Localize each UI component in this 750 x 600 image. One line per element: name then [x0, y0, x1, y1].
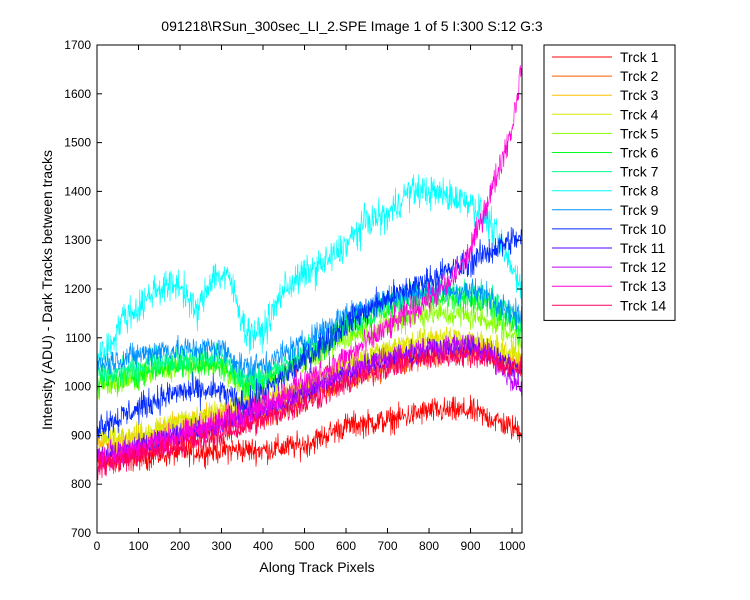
y-tick-label: 1500 [64, 136, 91, 150]
x-tick-label: 900 [461, 539, 481, 553]
x-tick-label: 200 [170, 539, 190, 553]
legend-label: Trck 8 [620, 183, 659, 199]
y-tick-label: 700 [71, 526, 91, 540]
x-tick-label: 0 [94, 539, 101, 553]
x-tick-label: 700 [378, 539, 398, 553]
x-tick-label: 800 [419, 539, 439, 553]
legend-label: Trck 1 [620, 49, 659, 65]
legend-label: Trck 6 [620, 145, 659, 161]
x-tick-label: 100 [128, 539, 148, 553]
y-tick-label: 900 [71, 428, 91, 442]
x-tick-label: 500 [295, 539, 315, 553]
series-line-14 [96, 342, 523, 481]
y-tick-label: 1400 [64, 184, 91, 198]
legend: Trck 1 Trck 2 Trck 3 Trck 4 Trck 5 Trck 6 Trck… [543, 44, 676, 321]
legend-label: Trck 11 [620, 240, 665, 256]
series-line-10 [96, 226, 523, 439]
axis-ticks: 0 100 200 300 400 500 600 700 800 900 1000 700 800 90… [64, 38, 525, 553]
legend-label: Trck 9 [620, 202, 659, 218]
legend-label: Trck 7 [620, 164, 659, 180]
x-axis-label: Along Track Pixels [259, 559, 374, 575]
y-tick-label: 1100 [65, 331, 91, 345]
legend-label: Trck 5 [620, 125, 659, 141]
series-line-9 [96, 273, 523, 383]
legend-label: Trck 2 [620, 68, 659, 84]
legend-label: Trck 3 [620, 87, 659, 103]
y-tick-label: 1700 [64, 38, 91, 52]
y-tick-label: 800 [71, 477, 91, 491]
series-layer [96, 65, 523, 481]
x-tick-label: 400 [253, 539, 273, 553]
y-tick-label: 1200 [64, 282, 91, 296]
legend-label: Trck 12 [620, 259, 666, 275]
legend-label: Trck 10 [620, 221, 666, 237]
legend-label: Trck 4 [620, 106, 659, 122]
x-tick-label: 1000 [499, 539, 526, 553]
legend-label: Trck 14 [620, 297, 666, 313]
y-axis-label: Intensity (ADU) - Dark Tracks between tr… [39, 150, 55, 430]
x-tick-label: 300 [211, 539, 231, 553]
y-tick-label: 1300 [64, 233, 91, 247]
series-line-8 [96, 174, 523, 368]
y-tick-label: 1000 [64, 380, 91, 394]
y-tick-label: 1600 [64, 87, 91, 101]
legend-box [543, 44, 676, 321]
x-tick-label: 600 [336, 539, 356, 553]
chart-title: 091218\RSun_300sec_LI_2.SPE Image 1 of 5… [161, 18, 543, 34]
legend-label: Trck 13 [620, 278, 666, 294]
series-line-13 [96, 65, 523, 474]
